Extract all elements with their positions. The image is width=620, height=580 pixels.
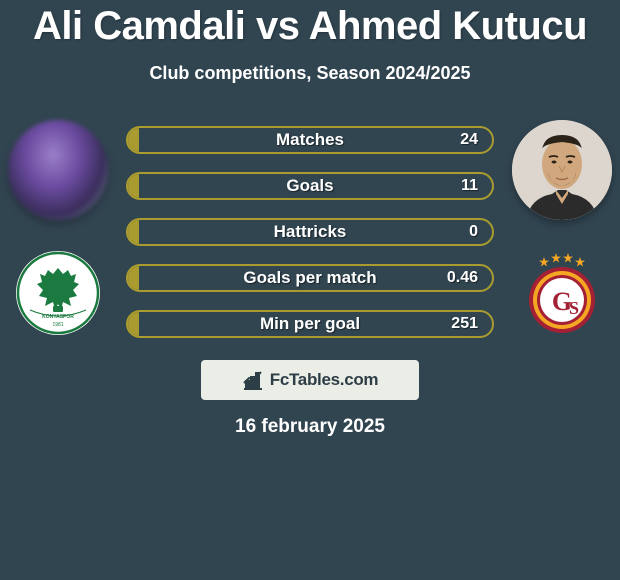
svg-text:KONYASPOR: KONYASPOR [42, 314, 74, 320]
stat-row: Min per goal 251 [126, 310, 494, 338]
stat-bar-fill [128, 174, 139, 198]
brand-text: FcTables.com [270, 370, 379, 390]
stat-bar-fill [128, 220, 139, 244]
right-column: G S [512, 120, 612, 336]
club-right-badge: G S [519, 250, 605, 336]
stats-list: Matches 24 Goals 11 Hattricks 0 Goals per matc… [126, 120, 494, 338]
svg-text:S: S [569, 298, 579, 318]
brand-logo: FcTables.com [201, 360, 419, 400]
stat-row: Matches 24 [126, 126, 494, 154]
stat-bar-fill [128, 128, 139, 152]
chart-icon [242, 369, 264, 391]
stat-value-right: 251 [451, 315, 478, 333]
date-text: 16 february 2025 [0, 416, 620, 438]
subtitle: Club competitions, Season 2024/2025 [0, 63, 620, 84]
stat-label: Hattricks [274, 222, 347, 242]
stat-bar-fill [128, 266, 139, 290]
comparison-panel: KONYASPOR 1981 Matches 24 Goals 11 Hattricks… [0, 120, 620, 338]
stat-bar-fill [128, 312, 139, 336]
svg-text:1981: 1981 [52, 322, 63, 328]
stat-row: Goals per match 0.46 [126, 264, 494, 292]
stat-label: Matches [276, 130, 344, 150]
left-column: KONYASPOR 1981 [8, 120, 108, 336]
stat-value-right: 11 [461, 177, 478, 195]
player-left-avatar [8, 120, 108, 220]
player-right-avatar [512, 120, 612, 220]
stat-value-right: 24 [460, 131, 478, 149]
stat-label: Goals [286, 176, 333, 196]
stat-label: Goals per match [243, 268, 376, 288]
stat-value-right: 0 [469, 223, 478, 241]
stat-label: Min per goal [260, 314, 360, 334]
page-title: Ali Camdali vs Ahmed Kutucu [0, 4, 620, 49]
stat-row: Hattricks 0 [126, 218, 494, 246]
stat-value-right: 0.46 [447, 269, 478, 287]
club-left-badge: KONYASPOR 1981 [15, 250, 101, 336]
stat-row: Goals 11 [126, 172, 494, 200]
